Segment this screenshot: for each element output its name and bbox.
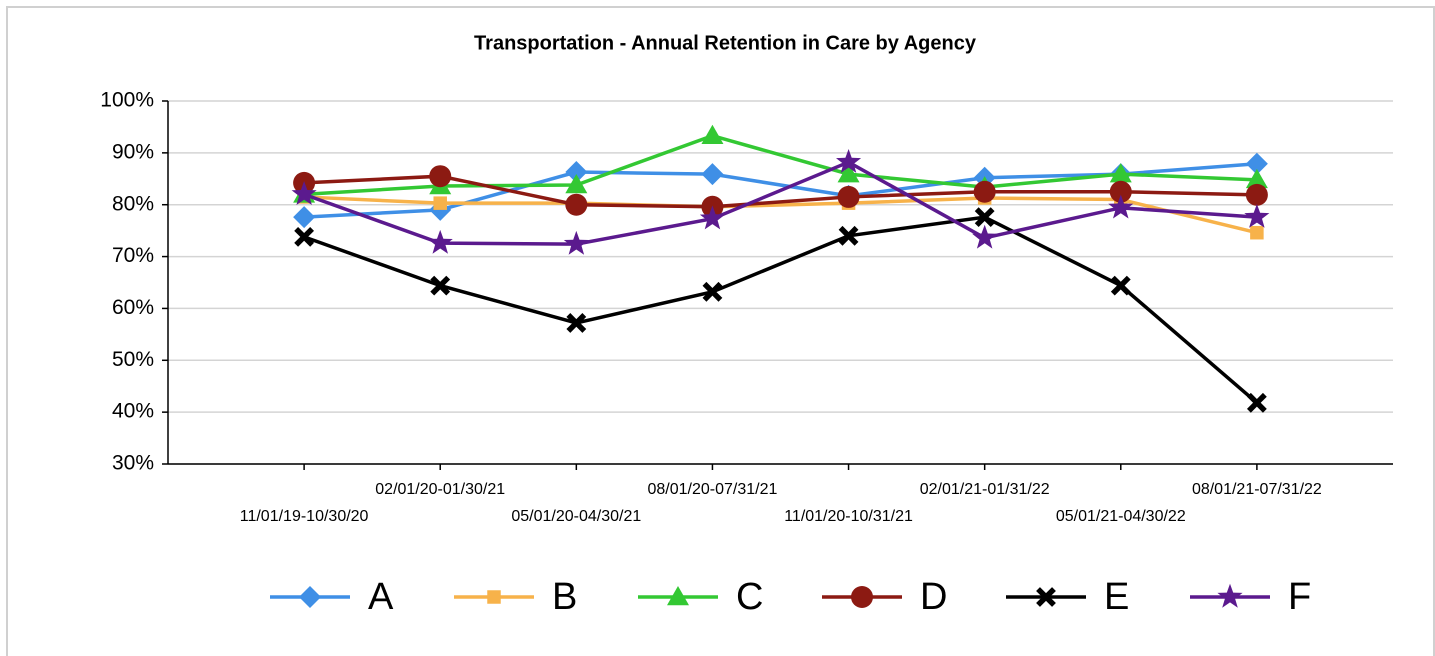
marker bbox=[972, 224, 998, 249]
legend-label: A bbox=[368, 576, 394, 618]
marker bbox=[1109, 180, 1132, 203]
marker bbox=[566, 313, 587, 333]
marker bbox=[702, 281, 723, 302]
marker bbox=[1217, 583, 1243, 608]
legend-label: F bbox=[1288, 576, 1311, 618]
x-tick-label: 08/01/21-07/31/22 bbox=[1192, 481, 1322, 498]
marker bbox=[699, 205, 725, 230]
marker bbox=[1108, 194, 1134, 219]
marker bbox=[429, 165, 452, 188]
marker bbox=[701, 163, 724, 186]
y-tick-label: 80% bbox=[112, 192, 154, 215]
marker bbox=[838, 225, 859, 246]
x-tick-label: 08/01/20-07/31/21 bbox=[647, 481, 777, 498]
x-tick-label: 11/01/19-10/30/20 bbox=[240, 508, 369, 525]
marker bbox=[701, 124, 724, 144]
marker bbox=[837, 185, 860, 208]
marker bbox=[851, 586, 873, 608]
series-line bbox=[303, 215, 1259, 405]
marker bbox=[1250, 225, 1264, 240]
x-tick-label: 11/01/20-10/31/21 bbox=[784, 508, 913, 525]
legend-label: B bbox=[552, 576, 577, 618]
marker bbox=[427, 229, 453, 254]
marker bbox=[1110, 275, 1131, 296]
x-tick-label: 05/01/21-04/30/22 bbox=[1056, 508, 1186, 525]
y-tick-label: 100% bbox=[100, 89, 154, 112]
chart-title: Transportation - Annual Retention in Car… bbox=[474, 32, 977, 54]
x-tick-label: 05/01/20-04/30/21 bbox=[511, 508, 641, 525]
marker bbox=[1246, 392, 1267, 413]
x-tick-label: 02/01/20-01/30/21 bbox=[375, 481, 505, 498]
series-line bbox=[303, 160, 1258, 246]
series-line bbox=[304, 195, 1258, 235]
marker bbox=[565, 174, 588, 194]
y-tick-label: 50% bbox=[112, 348, 154, 371]
x-tick-label: 02/01/21-01/31/22 bbox=[920, 481, 1050, 498]
y-tick-label: 70% bbox=[112, 244, 154, 267]
marker bbox=[565, 161, 588, 184]
marker bbox=[299, 586, 321, 608]
marker bbox=[974, 207, 995, 228]
legend-label: D bbox=[920, 576, 947, 618]
marker bbox=[667, 586, 689, 606]
marker bbox=[294, 226, 315, 247]
marker bbox=[1036, 587, 1056, 607]
series-line bbox=[304, 174, 1257, 209]
marker bbox=[487, 590, 501, 604]
marker bbox=[293, 206, 316, 229]
y-tick-label: 40% bbox=[112, 400, 154, 423]
marker bbox=[430, 275, 451, 296]
marker bbox=[563, 230, 589, 255]
marker bbox=[1245, 152, 1268, 175]
frame bbox=[6, 6, 1435, 656]
marker bbox=[1245, 168, 1268, 189]
marker bbox=[433, 196, 447, 210]
marker bbox=[973, 180, 996, 203]
marker bbox=[1245, 183, 1268, 206]
marker bbox=[565, 193, 588, 216]
marker bbox=[837, 163, 860, 183]
y-tick-label: 30% bbox=[112, 452, 154, 475]
series-line bbox=[304, 133, 1257, 197]
legend-label: E bbox=[1104, 576, 1129, 618]
y-tick-label: 60% bbox=[112, 296, 154, 319]
marker bbox=[1109, 163, 1132, 183]
legend-label: C bbox=[736, 576, 763, 618]
y-tick-label: 90% bbox=[112, 140, 154, 163]
marker bbox=[291, 181, 317, 205]
marker bbox=[836, 149, 862, 173]
marker bbox=[1244, 204, 1270, 228]
